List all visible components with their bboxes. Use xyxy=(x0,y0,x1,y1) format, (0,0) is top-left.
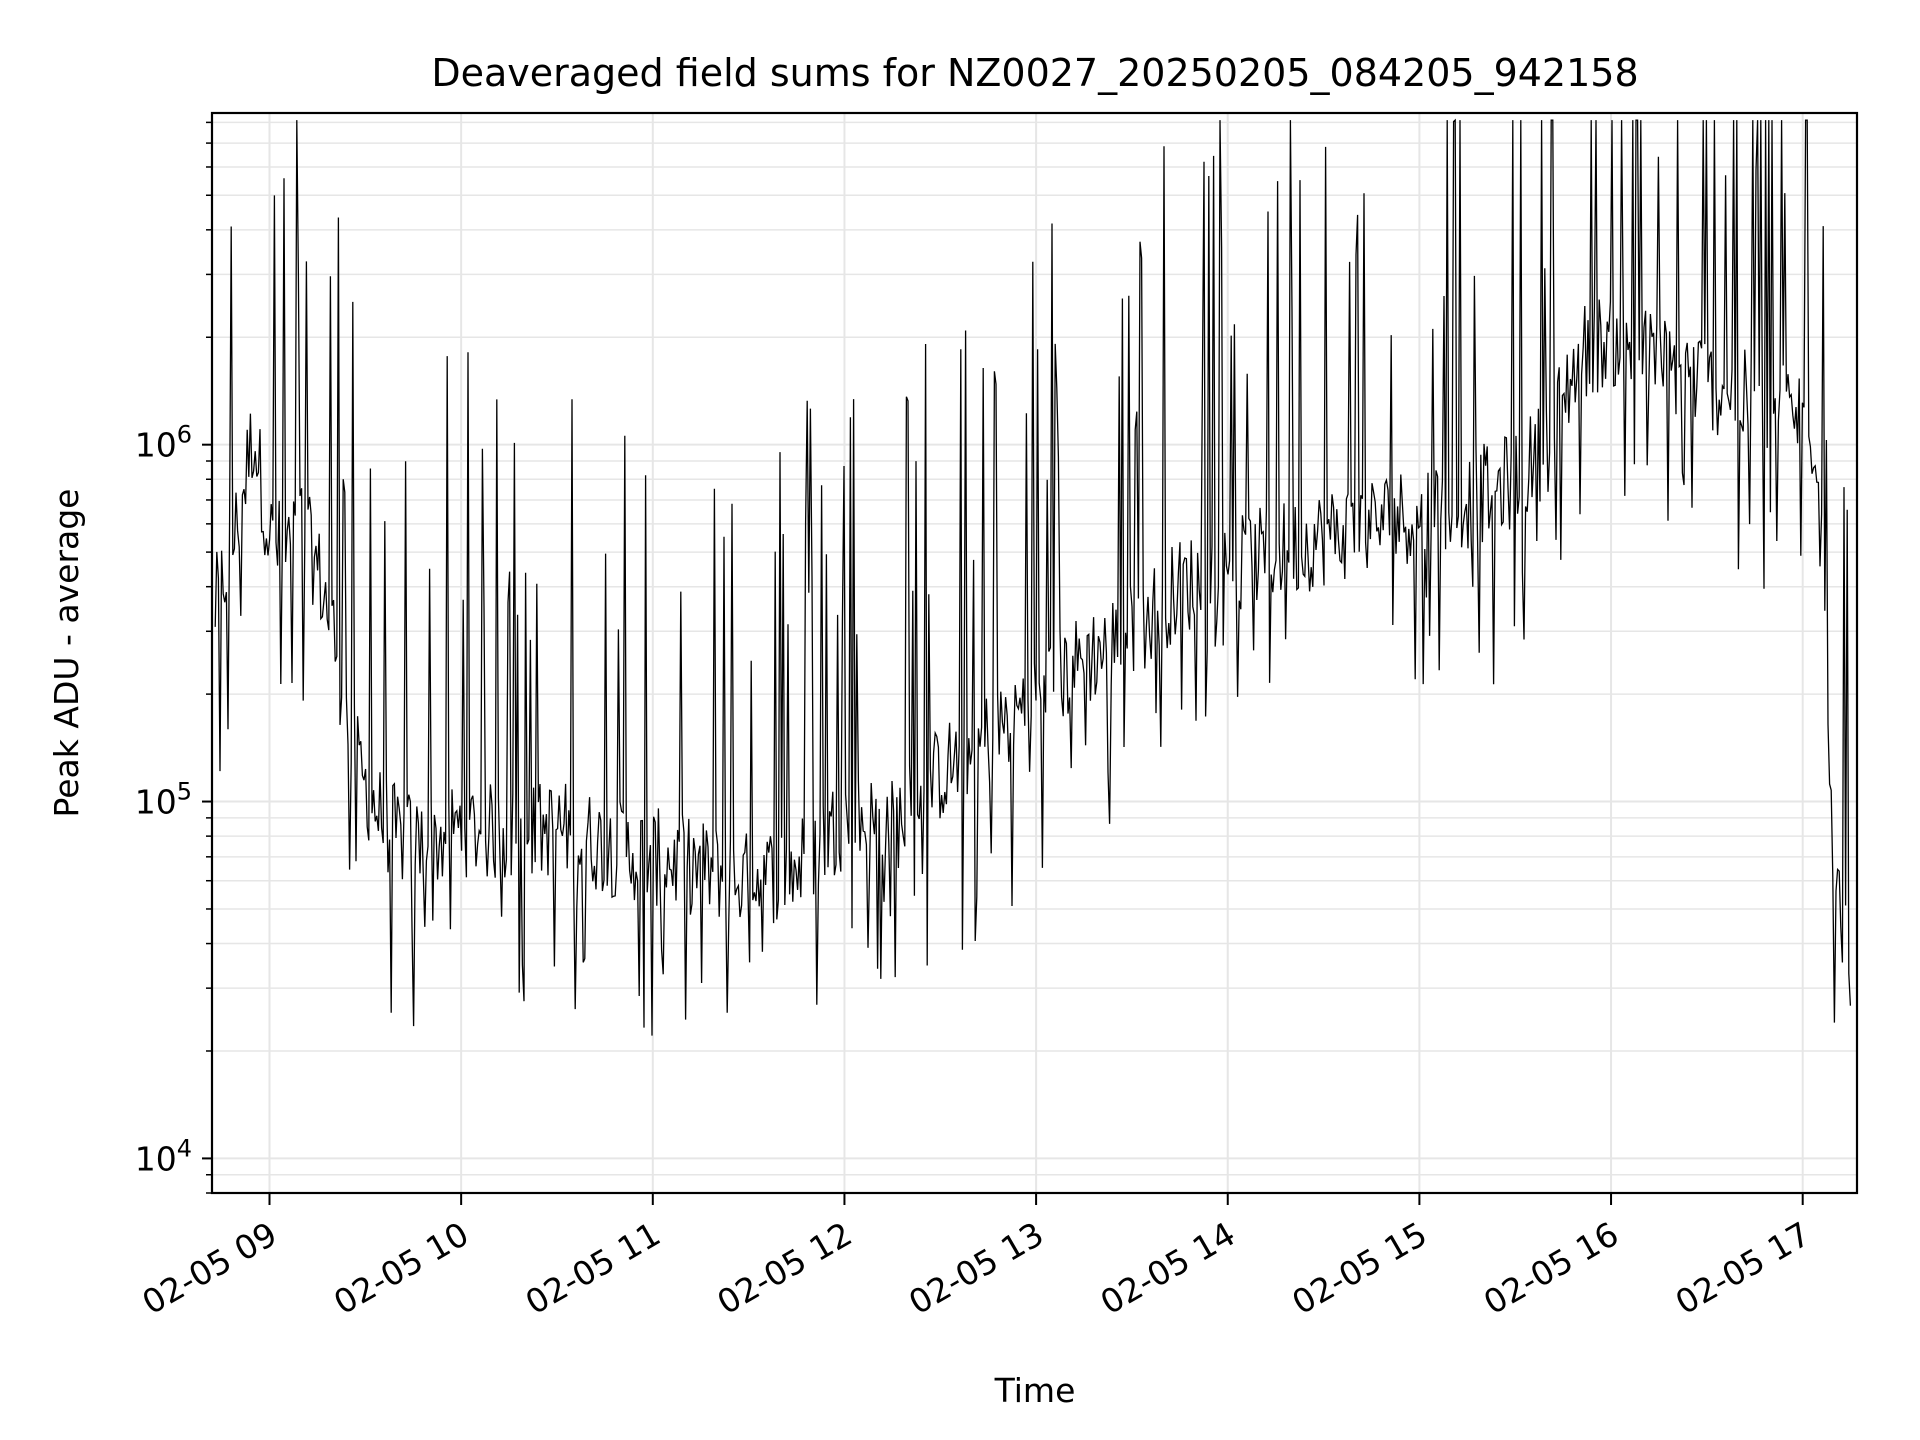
plot-frame xyxy=(210,111,1859,1195)
x-axis-label: Time xyxy=(994,1371,1076,1410)
x-tick-label: 02-05 15 xyxy=(1285,1214,1433,1322)
y-tick-label: 104 xyxy=(135,1134,192,1178)
y-axis: 104 105 106 xyxy=(135,121,212,1194)
x-tick-label: 02-05 14 xyxy=(1094,1214,1242,1322)
chart-title: Deaveraged field sums for NZ0027_2025020… xyxy=(431,51,1638,95)
series-group xyxy=(214,118,1852,1036)
x-tick-label: 02-05 12 xyxy=(710,1214,858,1322)
x-tick-label: 02-05 09 xyxy=(135,1214,283,1322)
x-tick-label: 02-05 13 xyxy=(902,1214,1050,1322)
x-tick-label: 02-05 10 xyxy=(327,1214,475,1322)
x-axis: 02-05 09 02-05 10 02-05 11 02-05 12 02-05 13… xyxy=(135,1193,1817,1322)
series-line xyxy=(214,118,1852,1036)
y-tick-label: 106 xyxy=(135,421,192,465)
x-tick-label: 02-05 16 xyxy=(1477,1214,1625,1322)
x-tick-label: 02-05 17 xyxy=(1669,1214,1817,1322)
y-tick-label: 105 xyxy=(135,778,192,822)
y-axis-label: Peak ADU - average xyxy=(47,489,86,818)
x-tick-label: 02-05 11 xyxy=(519,1214,667,1322)
